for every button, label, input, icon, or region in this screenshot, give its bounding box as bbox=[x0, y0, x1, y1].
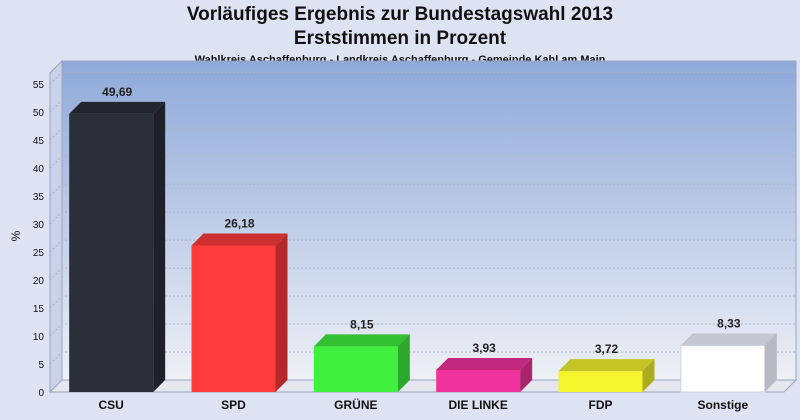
grid-line bbox=[49, 239, 796, 253]
grid-line bbox=[49, 211, 796, 225]
grid-line bbox=[49, 323, 796, 337]
y-tick-label: 35 bbox=[33, 192, 45, 203]
y-tick-label: 20 bbox=[33, 276, 45, 287]
grid-line bbox=[49, 295, 796, 309]
bar-fdp bbox=[558, 359, 655, 392]
plot-area bbox=[61, 60, 797, 381]
data-label: 8,33 bbox=[717, 316, 741, 330]
y-tick-label: 45 bbox=[33, 136, 45, 147]
y-tick-label: 25 bbox=[33, 248, 45, 259]
bar-spd bbox=[191, 233, 288, 392]
bar-sonstige bbox=[680, 333, 777, 393]
chart-title: Vorläufiges Ergebnis zur Bundestagswahl … bbox=[186, 4, 614, 25]
x-tick-label: GRÜNE bbox=[334, 397, 377, 412]
x-tick-label: DIE LINKE bbox=[448, 398, 507, 412]
grid-line bbox=[49, 99, 796, 113]
grid-line bbox=[49, 183, 796, 197]
y-tick-label: 10 bbox=[33, 332, 45, 343]
grid-line bbox=[49, 127, 796, 141]
plot-side-wall bbox=[49, 59, 63, 394]
y-tick-label: 0 bbox=[38, 388, 44, 399]
data-label: 26,18 bbox=[224, 216, 254, 230]
y-tick-label: 5 bbox=[38, 360, 44, 371]
y-tick-label: 40 bbox=[33, 164, 45, 175]
x-tick-label: FDP bbox=[589, 398, 613, 412]
grid-line bbox=[49, 71, 796, 85]
y-axis-label: % bbox=[9, 230, 23, 241]
data-label: 3,72 bbox=[595, 342, 619, 356]
y-tick-label: 55 bbox=[33, 80, 45, 91]
x-tick-label: SPD bbox=[221, 398, 246, 412]
bar-die-linke bbox=[436, 358, 533, 392]
data-label: 8,15 bbox=[350, 317, 374, 331]
grid-line bbox=[49, 267, 796, 281]
bar-csu bbox=[69, 101, 166, 393]
y-tick-label: 50 bbox=[33, 108, 45, 119]
y-tick-label: 30 bbox=[33, 220, 45, 231]
x-tick-label: Sonstige bbox=[697, 398, 748, 412]
chart-subtitle: Erststimmen in Prozent bbox=[293, 28, 507, 49]
data-label: 3,93 bbox=[472, 341, 496, 355]
y-tick-label: 15 bbox=[33, 304, 45, 315]
grid-line bbox=[49, 351, 796, 365]
x-tick-label: CSU bbox=[98, 398, 123, 412]
grid-line bbox=[49, 155, 796, 169]
bar-grüne bbox=[313, 334, 410, 392]
data-label: 49,69 bbox=[102, 85, 132, 99]
